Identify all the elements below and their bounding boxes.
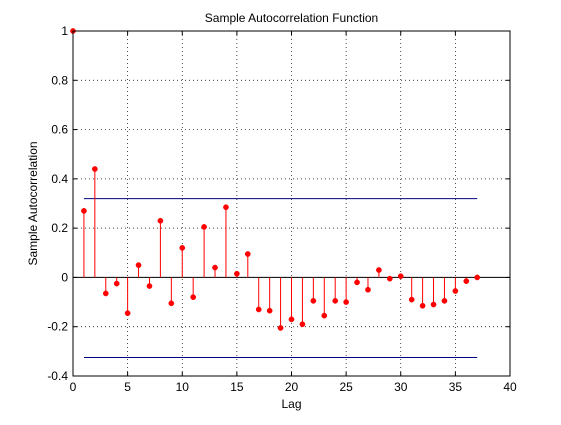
- stem-marker: [190, 294, 197, 300]
- x-tick-label: 40: [503, 380, 517, 394]
- stem-marker: [354, 279, 360, 286]
- stem-marker: [277, 325, 284, 331]
- stem-marker: [92, 166, 98, 172]
- y-tick-label: 0.4: [51, 172, 68, 186]
- stem-marker: [332, 297, 339, 304]
- stem-marker: [234, 270, 240, 277]
- stem-marker: [419, 302, 426, 309]
- stem-marker: [255, 306, 262, 313]
- stem-marker: [212, 264, 218, 271]
- chart-title: Sample Autocorrelation Function: [205, 11, 378, 25]
- stem-marker: [223, 204, 229, 211]
- tick-marks: [72, 30, 511, 377]
- stem-marker: [266, 307, 273, 314]
- stem-marker: [397, 273, 404, 280]
- confidence-bounds: [83, 198, 478, 359]
- x-tick-label: 0: [70, 380, 77, 394]
- stem-marker: [201, 224, 207, 230]
- x-tick-label: 15: [230, 380, 244, 394]
- x-tick-label: 5: [124, 380, 131, 394]
- stem-marker: [288, 316, 295, 323]
- x-tick-labels: 0 5 10 15 20 25 30 35 40: [70, 380, 517, 394]
- stem-marker: [452, 288, 459, 294]
- y-axis-label: Sample Autocorrelation: [26, 141, 40, 265]
- stem-marker: [310, 297, 317, 304]
- y-tick-label: 0.2: [51, 221, 68, 235]
- stem-marker: [113, 280, 120, 287]
- stem-marker: [179, 245, 186, 251]
- stem-marker: [386, 275, 393, 282]
- stem-marker: [321, 312, 328, 319]
- y-tick-label: 0: [61, 270, 68, 284]
- x-axis-label: Lag: [281, 397, 301, 411]
- stem-marker: [124, 310, 131, 317]
- stem-marker: [441, 297, 448, 304]
- y-tick-label: 0.8: [51, 73, 68, 87]
- stem-marker: [81, 208, 87, 214]
- stem-marker: [244, 251, 251, 257]
- stem-marker: [135, 262, 142, 268]
- x-tick-label: 20: [285, 380, 299, 394]
- stem-marker: [343, 299, 349, 305]
- stem-marker: [157, 217, 164, 224]
- stem-marker: [474, 274, 481, 281]
- y-tick-label: 1: [61, 24, 68, 38]
- stem-marker: [463, 278, 470, 284]
- y-tick-label: -0.4: [47, 369, 68, 383]
- x-tick-label: 30: [394, 380, 408, 394]
- x-tick-label: 25: [339, 380, 353, 394]
- stem-marker: [408, 296, 415, 303]
- stem-marker: [168, 300, 175, 307]
- stem-marker: [376, 267, 382, 273]
- x-tick-label: 35: [449, 380, 463, 394]
- y-tick-label: -0.2: [47, 320, 68, 334]
- y-tick-label: 0.6: [51, 123, 68, 137]
- stem-marker: [430, 301, 437, 308]
- stem-marker: [146, 283, 153, 289]
- stem-marker: [365, 286, 371, 293]
- y-tick-labels: -0.4 -0.2 0 0.2 0.4 0.6 0.8 1: [47, 24, 68, 383]
- stem-marker: [102, 290, 109, 297]
- x-tick-label: 10: [176, 380, 190, 394]
- stem-marker: [299, 321, 306, 328]
